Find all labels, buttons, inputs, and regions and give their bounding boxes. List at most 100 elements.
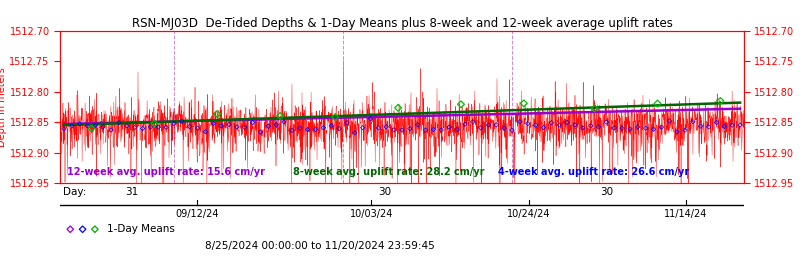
Point <box>458 122 471 126</box>
Text: 1-Day Means: 1-Day Means <box>106 224 174 234</box>
Point <box>246 120 259 124</box>
Point <box>718 124 730 129</box>
Point <box>663 119 676 123</box>
Point <box>498 126 510 130</box>
Point <box>317 126 330 130</box>
Point <box>454 102 467 106</box>
Point <box>160 125 173 129</box>
Text: 8-week avg. uplift rate: 28.2 cm/yr: 8-week avg. uplift rate: 28.2 cm/yr <box>293 167 484 177</box>
Point <box>105 128 118 132</box>
Point <box>537 126 550 130</box>
Point <box>207 121 220 125</box>
Point <box>427 127 440 132</box>
Point <box>419 128 432 132</box>
Point <box>175 119 188 123</box>
Point <box>530 123 542 127</box>
Point <box>329 115 342 119</box>
Point <box>372 126 385 130</box>
Point <box>514 120 526 124</box>
Point <box>600 120 613 124</box>
Point <box>608 126 621 130</box>
Point <box>274 114 286 118</box>
Point <box>442 125 455 129</box>
Point <box>734 123 746 127</box>
Point <box>309 127 322 132</box>
Point <box>81 124 94 128</box>
Point <box>670 130 683 134</box>
Text: 8/25/2024 00:00:00 to 11/20/2024 23:59:45: 8/25/2024 00:00:00 to 11/20/2024 23:59:4… <box>205 241 434 251</box>
Point <box>302 127 314 132</box>
Point <box>490 123 502 127</box>
Point <box>380 125 393 129</box>
Point <box>396 128 409 132</box>
Point <box>588 106 601 110</box>
Title: RSN-MJ03D  De-Tided Depths & 1-Day Means plus 8-week and 12-week average uplift : RSN-MJ03D De-Tided Depths & 1-Day Means … <box>131 17 673 29</box>
Point <box>144 125 157 129</box>
Point <box>183 124 196 129</box>
Point <box>624 127 637 131</box>
Text: 30: 30 <box>601 187 614 197</box>
Point <box>254 130 267 134</box>
Point <box>113 121 126 125</box>
Point <box>647 127 660 131</box>
Point <box>714 99 727 103</box>
Point <box>710 121 723 125</box>
Point <box>199 130 212 134</box>
Point <box>136 126 149 131</box>
Point <box>569 123 582 127</box>
Point <box>522 122 534 126</box>
Point <box>702 125 715 129</box>
Text: 4-week avg. uplift rate: 26.6 cm/yr: 4-week avg. uplift rate: 26.6 cm/yr <box>498 167 689 177</box>
Text: 10/03/24: 10/03/24 <box>350 209 393 219</box>
Point <box>561 121 574 125</box>
Point <box>294 126 306 130</box>
Text: 31: 31 <box>125 187 138 197</box>
Point <box>364 117 377 121</box>
Point <box>518 101 530 105</box>
Y-axis label: Depth in meters: Depth in meters <box>0 67 6 147</box>
Point <box>686 120 699 124</box>
Point <box>76 227 89 231</box>
Point <box>553 123 566 127</box>
Point <box>506 128 518 132</box>
Point <box>148 121 161 125</box>
Point <box>651 102 664 106</box>
Point <box>545 121 558 125</box>
Point <box>694 124 707 128</box>
Point <box>584 124 597 128</box>
Point <box>286 128 298 132</box>
Point <box>262 124 274 128</box>
Point <box>230 125 243 129</box>
Point <box>222 122 235 126</box>
Point <box>152 125 165 129</box>
Point <box>678 128 691 132</box>
Point <box>121 124 134 128</box>
Point <box>333 126 346 131</box>
Point <box>349 131 362 135</box>
Point <box>356 126 369 130</box>
Point <box>168 122 181 126</box>
Point <box>388 128 401 132</box>
Point <box>450 127 463 132</box>
Point <box>639 126 652 130</box>
Point <box>726 123 738 127</box>
Point <box>482 123 495 127</box>
Point <box>655 125 668 129</box>
Point <box>474 126 487 130</box>
Point <box>278 120 290 124</box>
Point <box>64 227 77 231</box>
Point <box>616 126 629 130</box>
Point <box>214 124 227 128</box>
Text: 12-week avg. uplift rate: 15.6 cm/yr: 12-week avg. uplift rate: 15.6 cm/yr <box>67 167 265 177</box>
Point <box>97 125 110 129</box>
Text: Day:: Day: <box>63 187 86 197</box>
Text: 11/14/24: 11/14/24 <box>664 209 707 219</box>
Point <box>341 121 354 125</box>
Point <box>128 125 141 130</box>
Point <box>403 127 416 131</box>
Point <box>238 125 251 129</box>
Point <box>89 123 102 127</box>
Point <box>211 112 224 116</box>
Text: 30: 30 <box>378 187 391 197</box>
Point <box>577 126 590 130</box>
